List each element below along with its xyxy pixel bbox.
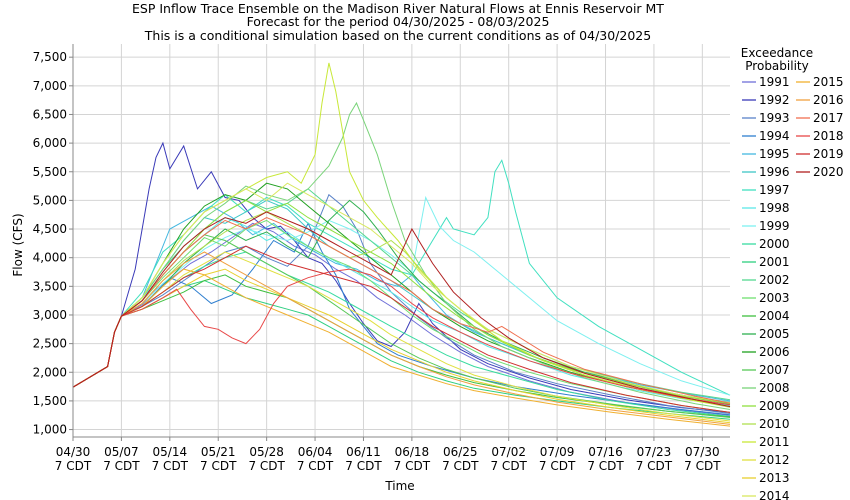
grid	[72, 44, 730, 437]
x-tick-label: 05/28	[249, 445, 284, 459]
axes: 1,000 1,500 2,000 2,500 3,000 3,500 4,000 4,500…	[33, 44, 730, 473]
x-tick-label: 07/09	[540, 445, 575, 459]
x-tick-sublabel: 7 CDT	[345, 459, 382, 473]
series-line-2017	[72, 217, 731, 404]
legend-label-2009: 2009	[759, 399, 790, 413]
chart-title-line-2: Forecast for the period 04/30/2025 - 08/…	[247, 14, 550, 29]
x-tick-sublabel: 7 CDT	[636, 459, 673, 473]
x-tick-sublabel: 7 CDT	[490, 459, 527, 473]
legend-label-1992: 1992	[759, 93, 790, 107]
legend-label-1999: 1999	[759, 219, 790, 233]
series-line-2018	[72, 268, 731, 406]
x-tick-sublabel: 7 CDT	[103, 459, 140, 473]
legend-label-1997: 1997	[759, 183, 790, 197]
legend-label-2014: 2014	[759, 489, 790, 500]
legend: Exceedance Probability 19911992199319941…	[741, 46, 844, 500]
legend-label-2017: 2017	[813, 111, 844, 125]
x-tick-label: 07/16	[588, 445, 623, 459]
x-tick-label: 05/21	[201, 445, 236, 459]
chart-title-line-3: This is a conditional simulation based o…	[144, 28, 651, 43]
y-tick-label: 1,000	[33, 423, 67, 437]
x-tick-label: 06/25	[443, 445, 478, 459]
legend-label-1994: 1994	[759, 129, 790, 143]
series-line-1997	[72, 159, 731, 396]
x-tick-sublabel: 7 CDT	[539, 459, 576, 473]
x-tick-sublabel: 7 CDT	[442, 459, 479, 473]
x-tick-sublabel: 7 CDT	[684, 459, 721, 473]
y-tick-label: 3,000	[33, 308, 67, 322]
legend-label-2019: 2019	[813, 147, 844, 161]
x-tick-label: 06/11	[346, 445, 381, 459]
x-tick-label: 05/14	[153, 445, 188, 459]
legend-title-line-2: Probability	[745, 59, 808, 73]
x-tick-sublabel: 7 CDT	[200, 459, 237, 473]
legend-label-1993: 1993	[759, 111, 790, 125]
legend-label-1998: 1998	[759, 201, 790, 215]
legend-label-2013: 2013	[759, 471, 790, 485]
legend-label-2004: 2004	[759, 309, 790, 323]
x-tick-label: 04/30	[56, 445, 91, 459]
y-tick-label: 6,500	[33, 107, 67, 121]
legend-label-2003: 2003	[759, 291, 790, 305]
x-tick-sublabel: 7 CDT	[55, 459, 92, 473]
x-axis-label: Time	[384, 479, 414, 493]
x-tick-sublabel: 7 CDT	[394, 459, 431, 473]
legend-label-2002: 2002	[759, 273, 790, 287]
legend-title-line-1: Exceedance	[741, 46, 813, 60]
legend-label-2006: 2006	[759, 345, 790, 359]
legend-label-1995: 1995	[759, 147, 790, 161]
x-tick-label: 06/18	[395, 445, 430, 459]
y-tick-label: 4,500	[33, 222, 67, 236]
legend-label-2016: 2016	[813, 93, 844, 107]
legend-label-2020: 2020	[813, 165, 844, 179]
legend-label-2001: 2001	[759, 255, 790, 269]
series-line-1991	[72, 222, 731, 416]
y-tick-label: 6,000	[33, 136, 67, 150]
y-tick-label: 3,500	[33, 279, 67, 293]
series-line-1999	[72, 195, 731, 396]
series-layer	[72, 62, 731, 427]
x-tick-label: 07/02	[491, 445, 526, 459]
y-tick-label: 7,000	[33, 79, 67, 93]
series-line-2016	[72, 251, 731, 425]
legend-label-2015: 2015	[813, 75, 844, 89]
y-tick-label: 2,000	[33, 365, 67, 379]
x-tick-sublabel: 7 CDT	[152, 459, 189, 473]
x-tick-label: 05/07	[104, 445, 139, 459]
legend-entries: 1991 1992 1993 1994 1995 1996 1997 1998 1999 2000…	[742, 75, 844, 500]
legend-label-2005: 2005	[759, 327, 790, 341]
legend-label-2008: 2008	[759, 381, 790, 395]
legend-label-2010: 2010	[759, 417, 790, 431]
y-tick-label: 7,500	[33, 50, 67, 64]
y-tick-label: 4,000	[33, 251, 67, 265]
y-tick-label: 5,500	[33, 165, 67, 179]
y-axis-label: Flow (CFS)	[11, 213, 25, 276]
x-tick-label: 07/23	[637, 445, 672, 459]
legend-label-2007: 2007	[759, 363, 790, 377]
chart-title: ESP Inflow Trace Ensemble on the Madison…	[132, 1, 664, 43]
series-line-2019	[72, 245, 731, 413]
legend-label-2018: 2018	[813, 129, 844, 143]
chart-title-line-1: ESP Inflow Trace Ensemble on the Madison…	[132, 1, 664, 16]
series-line-2008	[72, 101, 731, 410]
series-line-2020	[72, 211, 731, 408]
legend-label-2000: 2000	[759, 237, 790, 251]
y-tick-label: 5,000	[33, 193, 67, 207]
y-tick-label: 2,500	[33, 337, 67, 351]
y-tick-label: 1,500	[33, 394, 67, 408]
x-tick-label: 06/04	[298, 445, 333, 459]
legend-label-1996: 1996	[759, 165, 790, 179]
legend-label-1991: 1991	[759, 75, 790, 89]
plot-area	[73, 44, 730, 437]
x-tick-label: 07/30	[685, 445, 720, 459]
x-tick-sublabel: 7 CDT	[587, 459, 624, 473]
legend-label-2012: 2012	[759, 453, 790, 467]
x-tick-sublabel: 7 CDT	[248, 459, 285, 473]
x-tick-sublabel: 7 CDT	[297, 459, 334, 473]
legend-label-2011: 2011	[759, 435, 790, 449]
